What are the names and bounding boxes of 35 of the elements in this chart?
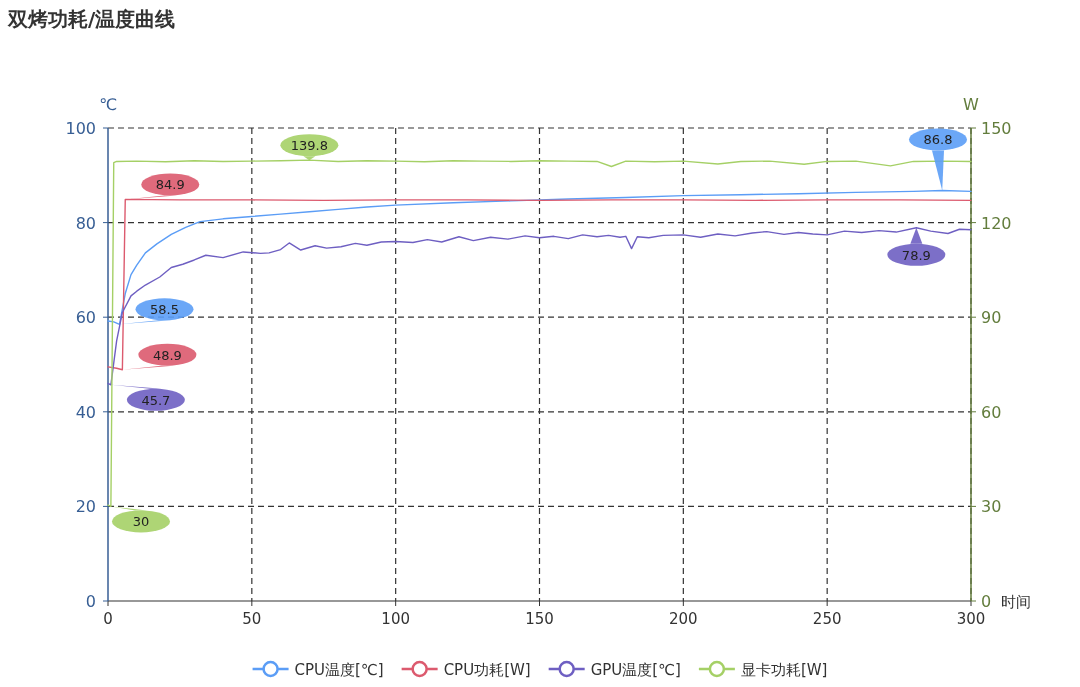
y-tick-label: 20	[75, 497, 96, 517]
x-tick-label: 300	[956, 610, 986, 628]
chart-title: 双烤功耗/温度曲线	[7, 7, 176, 31]
x-tick-label: 100	[381, 610, 410, 628]
y2-tick-label: 90	[981, 308, 1002, 328]
y2-tick-label: 120	[981, 213, 1012, 233]
legend-label: GPU温度[℃]	[590, 661, 681, 679]
data-label: 30	[132, 514, 150, 530]
x-tick-label: 50	[242, 610, 262, 628]
y-tick-label: 0	[85, 592, 96, 611]
data-label: 58.5	[150, 302, 179, 318]
y-tick-label: 100	[65, 119, 96, 138]
y2-tick-label: 150	[981, 119, 1012, 138]
x-tick-label: 150	[525, 610, 554, 628]
y2-axis-title: W	[963, 95, 980, 114]
legend-label: CPU温度[℃]	[294, 661, 384, 679]
data-label: 86.8	[923, 132, 953, 148]
y-axis-title: ℃	[99, 95, 118, 114]
data-label: 139.8	[290, 138, 328, 154]
x-tick-label: 0	[103, 610, 113, 628]
y-tick-label: 80	[75, 213, 96, 233]
y2-tick-label: 30	[981, 497, 1002, 517]
y-tick-label: 60	[75, 308, 96, 328]
data-label: 48.9	[152, 347, 182, 363]
x-axis-title: 时间	[1001, 593, 1031, 611]
x-tick-label: 250	[812, 610, 842, 628]
data-label: 78.9	[901, 247, 931, 263]
x-tick-label: 200	[669, 610, 698, 628]
y2-tick-label: 60	[981, 402, 1002, 422]
data-label: 45.7	[141, 392, 171, 408]
y-tick-label: 40	[75, 402, 96, 422]
y2-tick-label: 0	[981, 592, 992, 611]
data-label: 84.9	[155, 177, 185, 193]
legend-label: 显卡功耗[W]	[740, 661, 828, 679]
legend-label: CPU功耗[W]	[443, 661, 531, 679]
